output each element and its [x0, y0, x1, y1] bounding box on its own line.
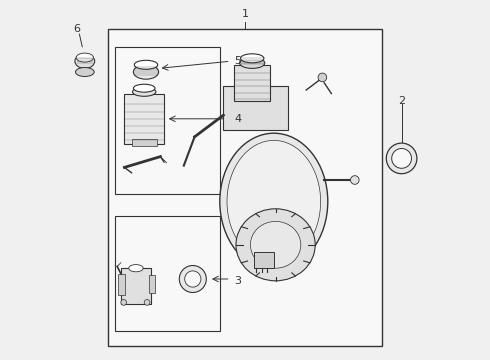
Text: 3: 3: [234, 276, 241, 286]
Ellipse shape: [132, 87, 156, 96]
Bar: [108, 29, 382, 346]
Ellipse shape: [392, 148, 412, 168]
Bar: [149, 275, 155, 293]
Circle shape: [318, 73, 327, 82]
Ellipse shape: [227, 140, 320, 263]
Bar: [223, 86, 288, 130]
Bar: [116, 47, 220, 194]
Text: 2: 2: [398, 96, 405, 106]
Ellipse shape: [75, 54, 95, 68]
Ellipse shape: [134, 60, 158, 69]
Circle shape: [350, 176, 359, 184]
Ellipse shape: [185, 271, 201, 287]
Bar: [254, 252, 274, 268]
Ellipse shape: [133, 65, 159, 79]
Bar: [124, 94, 164, 144]
Text: 1: 1: [242, 9, 248, 19]
Ellipse shape: [386, 143, 417, 174]
Bar: [118, 274, 125, 295]
Text: 4: 4: [234, 114, 242, 124]
Ellipse shape: [129, 265, 143, 272]
Ellipse shape: [75, 68, 94, 77]
Bar: [132, 139, 157, 146]
Bar: [234, 65, 270, 101]
Text: 6: 6: [73, 24, 80, 34]
Circle shape: [144, 300, 150, 305]
Bar: [116, 216, 220, 331]
Ellipse shape: [236, 209, 315, 281]
Bar: [121, 268, 151, 304]
Ellipse shape: [76, 53, 94, 62]
Text: 5: 5: [234, 56, 241, 66]
Ellipse shape: [241, 54, 264, 63]
Ellipse shape: [220, 133, 328, 270]
Ellipse shape: [133, 84, 155, 92]
Ellipse shape: [179, 266, 206, 292]
Circle shape: [121, 300, 126, 305]
Ellipse shape: [240, 58, 265, 68]
Ellipse shape: [250, 221, 301, 268]
